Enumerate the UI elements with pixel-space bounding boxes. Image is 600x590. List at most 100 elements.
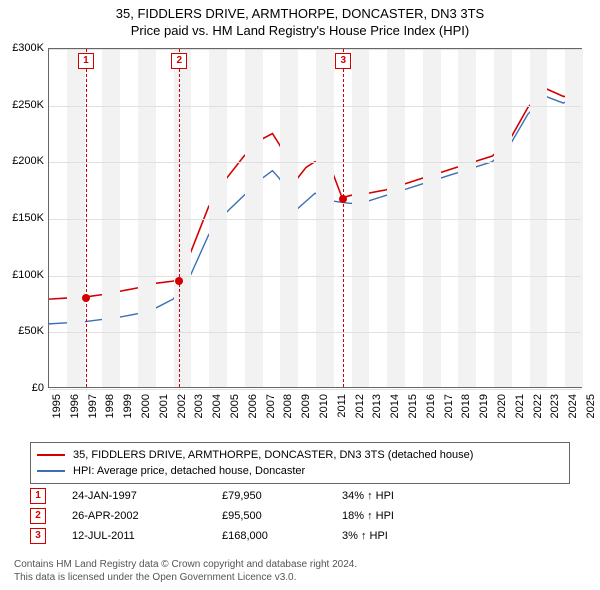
x-tick-label: 2024 xyxy=(567,394,579,418)
gridline-h xyxy=(49,219,581,220)
marker-line xyxy=(343,49,344,387)
x-tick-label: 1998 xyxy=(104,394,116,418)
x-tick-label: 2025 xyxy=(585,394,597,418)
year-band xyxy=(530,49,548,387)
marker-line xyxy=(86,49,87,387)
footer-attribution: Contains HM Land Registry data © Crown c… xyxy=(14,558,357,584)
gridline-h xyxy=(49,332,581,333)
transaction-row: 3 12-JUL-2011£168,0003% ↑ HPI xyxy=(30,526,570,546)
x-tick-label: 2010 xyxy=(318,394,330,418)
x-tick-label: 2003 xyxy=(193,394,205,418)
year-band xyxy=(494,49,512,387)
x-tick-label: 2014 xyxy=(389,394,401,418)
x-tick-label: 2002 xyxy=(176,394,188,418)
x-tick-label: 2019 xyxy=(478,394,490,418)
year-band xyxy=(138,49,156,387)
year-band xyxy=(67,49,85,387)
x-tick-label: 2017 xyxy=(443,394,455,418)
legend-label: HPI: Average price, detached house, Donc… xyxy=(73,465,305,477)
year-band xyxy=(316,49,334,387)
year-band xyxy=(458,49,476,387)
legend-swatch xyxy=(37,470,65,472)
marker-number-box: 2 xyxy=(171,53,187,69)
year-band xyxy=(352,49,370,387)
x-tick-label: 2011 xyxy=(336,394,348,418)
year-band xyxy=(280,49,298,387)
legend-swatch xyxy=(37,454,65,456)
x-tick-label: 2022 xyxy=(532,394,544,418)
transaction-row: 1 24-JAN-1997£79,95034% ↑ HPI xyxy=(30,486,570,506)
x-tick-label: 2015 xyxy=(407,394,419,418)
transaction-marker-box: 3 xyxy=(30,528,46,544)
year-band xyxy=(174,49,192,387)
year-band xyxy=(387,49,405,387)
footer-line-2: This data is licensed under the Open Gov… xyxy=(14,571,357,584)
y-tick-label: £150K xyxy=(12,212,44,224)
transaction-delta: 3% ↑ HPI xyxy=(342,530,388,542)
x-axis: 1995 1996 1997 1998 1999 2000 2001 2002 2003 2004… xyxy=(48,390,582,442)
x-tick-label: 2000 xyxy=(140,394,152,418)
y-tick-label: £300K xyxy=(12,42,44,54)
year-band xyxy=(245,49,263,387)
title-line-2: Price paid vs. HM Land Registry's House … xyxy=(10,23,590,38)
y-tick-label: £50K xyxy=(18,325,44,337)
y-tick-label: £250K xyxy=(12,99,44,111)
transactions-table: 1 24-JAN-1997£79,95034% ↑ HPI 2 26-APR-2002… xyxy=(30,486,570,546)
transaction-price: £168,000 xyxy=(222,530,342,542)
x-tick-label: 2007 xyxy=(265,394,277,418)
x-tick-label: 2013 xyxy=(371,394,383,418)
marker-number-box: 3 xyxy=(335,53,351,69)
footer-line-1: Contains HM Land Registry data © Crown c… xyxy=(14,558,357,571)
y-tick-label: £0 xyxy=(32,382,44,394)
title-line-1: 35, FIDDLERS DRIVE, ARMTHORPE, DONCASTER… xyxy=(10,6,590,21)
x-tick-label: 2018 xyxy=(460,394,472,418)
year-band xyxy=(102,49,120,387)
marker-dot xyxy=(175,277,183,285)
marker-dot xyxy=(339,195,347,203)
gridline-h xyxy=(49,106,581,107)
gridline-h xyxy=(49,276,581,277)
year-band xyxy=(209,49,227,387)
y-tick-label: £100K xyxy=(12,269,44,281)
x-tick-label: 2006 xyxy=(247,394,259,418)
x-tick-label: 1996 xyxy=(69,394,81,418)
x-tick-label: 2021 xyxy=(514,394,526,418)
x-tick-label: 2020 xyxy=(496,394,508,418)
x-tick-label: 2012 xyxy=(354,394,366,418)
x-tick-label: 2009 xyxy=(300,394,312,418)
gridline-h xyxy=(49,49,581,50)
year-band xyxy=(423,49,441,387)
x-tick-label: 2016 xyxy=(425,394,437,418)
chart-title: 35, FIDDLERS DRIVE, ARMTHORPE, DONCASTER… xyxy=(0,0,600,40)
transaction-row: 2 26-APR-2002£95,50018% ↑ HPI xyxy=(30,506,570,526)
year-band xyxy=(565,49,583,387)
y-tick-label: £200K xyxy=(12,155,44,167)
gridline-h xyxy=(49,162,581,163)
x-tick-label: 2008 xyxy=(282,394,294,418)
transaction-price: £79,950 xyxy=(222,490,342,502)
legend-label: 35, FIDDLERS DRIVE, ARMTHORPE, DONCASTER… xyxy=(73,449,473,461)
transaction-date: 26-APR-2002 xyxy=(72,510,222,522)
marker-dot xyxy=(82,294,90,302)
x-tick-label: 1995 xyxy=(51,394,63,418)
legend-item: HPI: Average price, detached house, Donc… xyxy=(37,463,563,479)
y-axis: £0£50K£100K£150K£200K£250K£300K xyxy=(0,48,46,388)
x-tick-label: 2005 xyxy=(229,394,241,418)
legend: 35, FIDDLERS DRIVE, ARMTHORPE, DONCASTER… xyxy=(30,442,570,484)
transaction-marker-box: 2 xyxy=(30,508,46,524)
transaction-date: 12-JUL-2011 xyxy=(72,530,222,542)
x-tick-label: 2004 xyxy=(211,394,223,418)
x-tick-label: 1999 xyxy=(122,394,134,418)
marker-line xyxy=(179,49,180,387)
transaction-delta: 34% ↑ HPI xyxy=(342,490,394,502)
x-tick-label: 2001 xyxy=(158,394,170,418)
transaction-price: £95,500 xyxy=(222,510,342,522)
chart-plot-area: 1 2 3 xyxy=(48,48,582,388)
x-tick-label: 2023 xyxy=(549,394,561,418)
x-tick-label: 1997 xyxy=(87,394,99,418)
legend-item: 35, FIDDLERS DRIVE, ARMTHORPE, DONCASTER… xyxy=(37,447,563,463)
marker-number-box: 1 xyxy=(78,53,94,69)
transaction-marker-box: 1 xyxy=(30,488,46,504)
transaction-delta: 18% ↑ HPI xyxy=(342,510,394,522)
transaction-date: 24-JAN-1997 xyxy=(72,490,222,502)
